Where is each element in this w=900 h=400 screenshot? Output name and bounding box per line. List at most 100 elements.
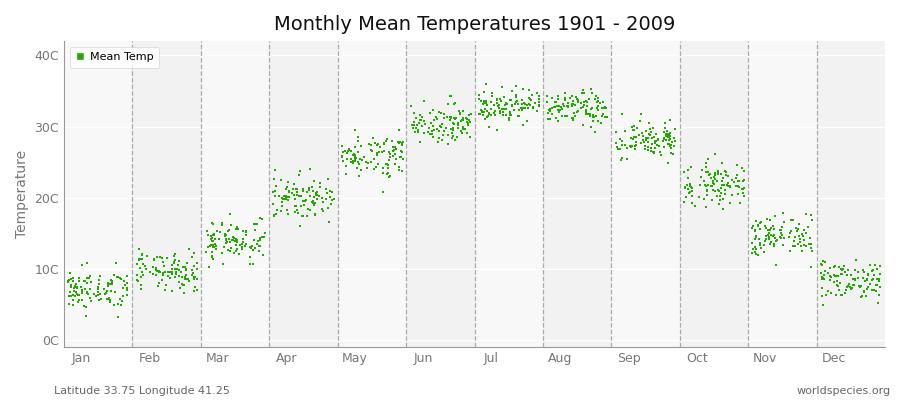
Point [382,157,396,164]
Point [490,96,504,102]
Point [526,104,540,110]
Point [388,160,402,167]
Point [762,230,777,236]
Point [411,120,426,126]
Point [452,108,466,114]
Point [649,138,663,144]
Point [829,273,843,280]
Point [768,234,782,241]
Point [104,288,119,294]
Point [736,193,751,199]
Point [698,182,713,189]
Point [305,184,320,190]
Point [296,212,310,219]
Point [382,172,397,179]
Point [477,100,491,106]
Point [368,140,382,147]
Point [441,131,455,138]
Point [564,93,579,100]
Point [112,274,127,281]
Point [658,120,672,126]
Point [711,171,725,177]
Point [410,122,424,128]
Point [760,232,775,238]
Point [491,102,505,109]
Point [644,145,658,151]
Point [64,284,78,291]
Point [268,167,283,174]
Point [860,286,875,292]
Point [575,90,590,96]
Point [718,168,733,174]
Point [306,188,320,194]
Point [380,161,394,167]
Point [644,126,658,132]
Point [76,278,91,285]
Point [172,267,186,273]
Point [698,160,713,166]
Point [796,237,811,244]
Point [709,193,724,199]
Point [650,142,664,148]
Point [152,268,166,275]
Point [148,265,163,271]
Point [777,234,791,241]
Point [232,251,247,258]
Point [276,196,291,202]
Point [348,157,363,164]
Point [135,250,149,257]
Point [786,217,800,223]
Point [557,97,572,103]
Point [238,243,253,249]
Point [763,227,778,234]
Point [833,280,848,286]
Point [444,114,458,120]
Point [662,116,677,123]
Point [548,115,562,121]
Point [483,106,498,112]
Point [492,104,507,111]
Point [115,297,130,304]
Point [714,193,728,199]
Point [730,161,744,168]
Point [625,143,639,149]
Point [624,144,638,150]
Point [461,122,475,128]
Point [86,291,101,297]
Point [308,212,322,218]
Point [296,186,310,192]
Point [834,267,849,273]
Point [731,182,745,189]
Point [387,146,401,153]
Point [209,243,223,250]
Point [148,267,163,274]
Point [176,282,190,288]
Point [130,272,144,278]
Point [302,186,316,193]
Point [662,143,677,149]
Point [312,184,327,190]
Point [424,120,438,126]
Point [580,111,595,117]
Point [585,105,599,111]
Point [454,118,468,124]
Point [360,160,374,166]
Point [248,245,262,251]
Point [774,231,788,238]
Point [376,170,391,176]
Point [532,96,546,102]
Point [91,284,105,290]
Point [796,242,811,248]
Point [189,276,203,282]
Point [699,192,714,198]
Point [206,232,220,238]
Point [184,272,199,278]
Point [637,146,652,152]
Point [371,161,385,168]
Point [306,198,320,205]
Point [707,151,722,158]
Point [72,296,86,303]
Point [828,273,842,279]
Point [627,146,642,152]
Point [792,220,806,227]
